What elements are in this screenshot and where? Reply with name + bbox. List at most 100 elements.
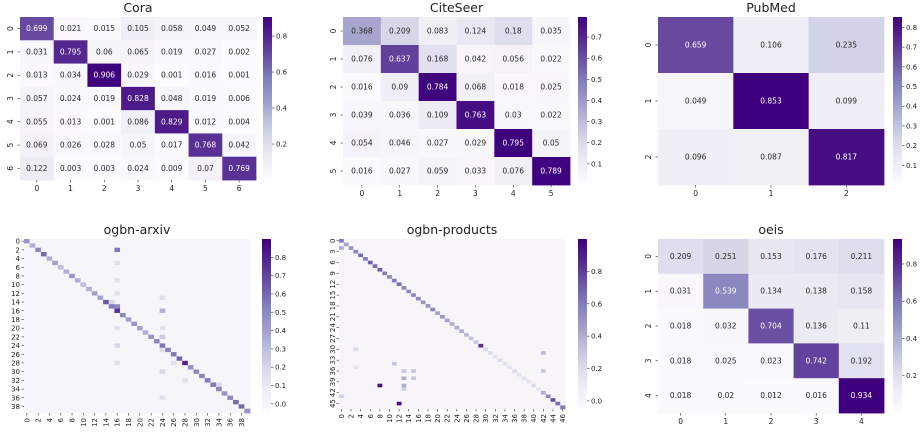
heatmap-cell	[24, 312, 31, 318]
heatmap-cell	[748, 378, 794, 414]
heatmap-cell	[473, 354, 479, 359]
colorbar-tick-label: 0.6	[591, 55, 603, 63]
heatmap-cell	[187, 260, 194, 266]
heatmap-cell	[555, 390, 561, 395]
heatmap-cell	[435, 405, 441, 410]
heatmap-cell	[560, 398, 566, 403]
heatmap-cell	[459, 304, 465, 309]
heatmap-cell	[449, 380, 455, 385]
heatmap-cell	[120, 278, 127, 283]
heatmap-cell	[658, 343, 704, 379]
heatmap-cell	[199, 330, 206, 336]
heatmap-cell	[137, 239, 144, 244]
heatmap-cell	[137, 260, 144, 266]
heatmap-cell	[210, 360, 217, 366]
heatmap-cell	[459, 242, 465, 247]
heatmap-cell	[170, 347, 177, 353]
heatmap-cell	[521, 405, 527, 410]
heatmap-cell	[550, 405, 556, 410]
heatmap-cell	[550, 361, 556, 366]
heatmap-cell	[418, 101, 457, 130]
heatmap-cell	[439, 275, 446, 280]
heatmap-cell	[435, 322, 441, 327]
heatmap-cell	[488, 307, 494, 312]
heatmap-cell	[227, 295, 234, 301]
heatmap-cell	[348, 383, 354, 388]
heatmap-cell	[97, 252, 104, 257]
heatmap-cell	[560, 314, 566, 319]
cell-value-label: 0.031	[670, 287, 692, 296]
heatmap-cell	[516, 398, 523, 403]
heatmap-cell	[507, 264, 513, 269]
heatmap-cell	[502, 347, 508, 352]
heatmap-cell	[367, 304, 374, 309]
cell-value-label: 0.017	[161, 141, 183, 150]
heatmap-cell	[449, 347, 455, 352]
colorbar-tick-label: 0.5	[906, 83, 917, 91]
heatmap-cell	[233, 391, 240, 396]
heatmap-cell	[40, 260, 47, 266]
y-tick-label: 0	[329, 28, 338, 33]
heatmap-cell	[193, 243, 200, 249]
heatmap-cell	[415, 282, 422, 287]
heatmap-cell	[227, 404, 234, 410]
heatmap-cell	[339, 318, 345, 323]
heatmap-cell	[415, 271, 422, 276]
heatmap-cell	[488, 304, 494, 309]
heatmap-cell	[87, 40, 122, 64]
heatmap-cell	[182, 399, 189, 405]
heatmap-cell	[80, 299, 87, 305]
heatmap-cell	[176, 386, 183, 392]
heatmap-cell	[526, 390, 532, 395]
heatmap-cell	[464, 286, 470, 291]
heatmap-cell	[57, 334, 64, 340]
heatmap-cell	[367, 329, 374, 334]
heatmap-cell	[170, 391, 177, 396]
heatmap-cell	[502, 289, 508, 294]
heatmap-cell	[550, 354, 556, 359]
heatmap-cell	[488, 289, 494, 294]
heatmap-cell	[114, 265, 121, 270]
heatmap-cell	[540, 282, 547, 287]
heatmap-cell	[108, 247, 115, 253]
heatmap-cell	[91, 404, 98, 410]
heatmap-cell	[142, 391, 149, 396]
heatmap-cell	[216, 326, 223, 331]
heatmap-cell	[114, 391, 121, 396]
heatmap-cell	[353, 267, 359, 272]
heatmap-cell	[204, 295, 211, 301]
heatmap-cell	[153, 247, 160, 253]
heatmap-cell	[222, 156, 257, 181]
heatmap-cell	[108, 282, 115, 288]
heatmap-cell	[478, 260, 484, 265]
heatmap-cell	[512, 401, 518, 406]
heatmap-cell	[103, 252, 110, 257]
heatmap-cell	[516, 372, 523, 377]
heatmap-cell	[108, 265, 115, 270]
heatmap-cell	[348, 271, 354, 276]
heatmap-cell	[536, 275, 542, 280]
heatmap-cell	[35, 360, 42, 366]
heatmap-cell	[193, 408, 200, 414]
heatmap-cell	[57, 330, 64, 336]
heatmap-cell	[478, 380, 484, 385]
heatmap-cell	[339, 343, 345, 348]
heatmap-cell	[540, 275, 547, 280]
heatmap-cell	[80, 356, 87, 362]
heatmap-cell	[411, 369, 417, 374]
heatmap-cell	[502, 246, 508, 251]
heatmap-cell	[114, 278, 121, 283]
heatmap-cell	[387, 361, 393, 366]
cell-value-label: 0.18	[505, 27, 522, 36]
heatmap-cell	[555, 296, 561, 301]
heatmap-cell	[221, 321, 228, 327]
heatmap-cell	[363, 267, 369, 272]
heatmap-cell	[425, 307, 431, 312]
x-tick-label: 14	[405, 413, 413, 422]
heatmap-cell	[555, 304, 561, 309]
heatmap-cell	[420, 249, 426, 254]
heatmap-cell	[420, 383, 426, 388]
heatmap-cell	[125, 312, 132, 318]
heatmap-cell	[97, 386, 104, 392]
heatmap-cell	[187, 252, 194, 257]
